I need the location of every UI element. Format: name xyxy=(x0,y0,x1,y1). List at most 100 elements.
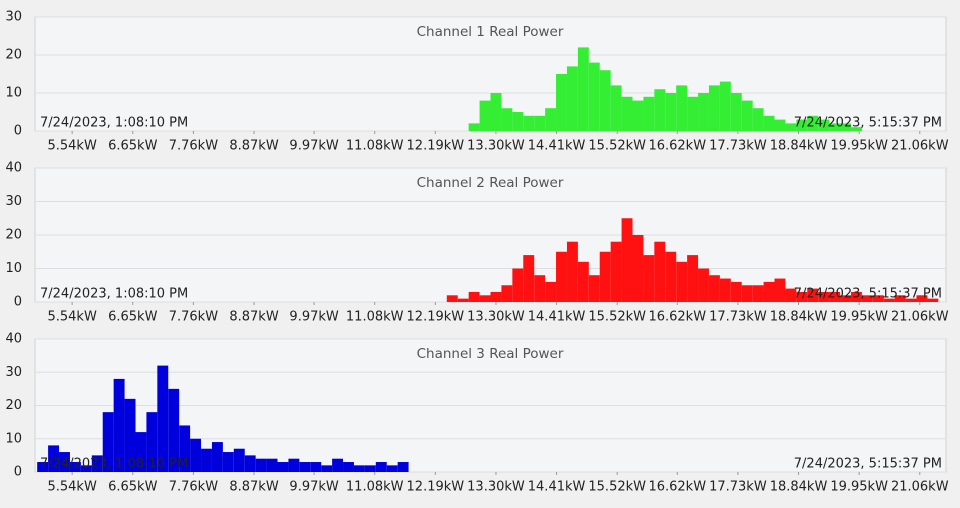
histogram-bar xyxy=(829,291,841,302)
histogram-bar xyxy=(397,462,409,472)
histogram-bar xyxy=(599,70,611,131)
x-tick-label: 7.76kW xyxy=(169,480,218,495)
histogram-bar xyxy=(719,278,731,302)
histogram-bar xyxy=(632,100,644,131)
histogram-bar xyxy=(665,251,677,302)
histogram-bar xyxy=(818,119,830,131)
histogram-bar xyxy=(343,462,354,472)
histogram-bar xyxy=(752,108,764,131)
y-tick-label: 30 xyxy=(5,10,22,25)
histogram-bar xyxy=(222,452,234,472)
x-tick-label: 17.73kW xyxy=(709,310,767,325)
histogram-bar xyxy=(785,288,797,302)
x-tick-label: 5.54kW xyxy=(47,139,96,154)
start-time: 7/24/2023, 1:08:10 PM xyxy=(40,457,188,472)
histogram-bar xyxy=(490,291,502,302)
histogram-bar xyxy=(665,93,677,131)
histogram-bar xyxy=(621,96,633,131)
histogram-bar xyxy=(774,278,786,302)
histogram-bar xyxy=(545,108,557,131)
histogram-bar xyxy=(102,412,114,472)
histogram-bar xyxy=(840,295,851,302)
x-tick-label: 14.41kW xyxy=(528,139,586,154)
x-tick-label: 14.41kW xyxy=(528,480,586,495)
histogram-bar xyxy=(599,251,611,302)
x-tick-label: 15.52kW xyxy=(588,480,646,495)
histogram-bar xyxy=(632,235,644,302)
histogram-bar xyxy=(850,291,862,302)
x-tick-label: 12.19kW xyxy=(407,310,465,325)
histogram-bar xyxy=(523,115,535,131)
histogram-bar xyxy=(69,462,81,472)
histogram-bar xyxy=(872,295,884,302)
histogram-bar xyxy=(135,432,147,472)
x-tick-label: 19.95kW xyxy=(830,310,888,325)
x-tick-label: 11.08kW xyxy=(346,480,404,495)
start-time: 7/24/2023, 1:08:10 PM xyxy=(40,116,188,131)
x-tick-label: 13.30kW xyxy=(467,480,525,495)
x-tick-label: 16.62kW xyxy=(648,310,706,325)
histogram-bar xyxy=(818,291,830,302)
histogram-bar xyxy=(168,388,180,472)
histogram-bar xyxy=(233,448,245,472)
y-tick-label: 30 xyxy=(5,194,22,209)
x-tick-label: 21.06kW xyxy=(891,310,949,325)
histogram-bar xyxy=(375,462,387,472)
x-tick-label: 21.06kW xyxy=(891,480,949,495)
histogram-bar xyxy=(861,295,873,302)
histogram-bar xyxy=(927,298,939,302)
y-tick-label: 40 xyxy=(5,332,22,347)
histogram-bar xyxy=(201,448,212,472)
y-tick-label: 40 xyxy=(5,161,22,176)
x-tick-label: 9.97kW xyxy=(289,480,338,495)
histogram-bar xyxy=(512,112,524,131)
histogram-bar xyxy=(457,298,469,302)
histogram-bar xyxy=(277,462,289,472)
histogram-bar xyxy=(577,47,589,131)
y-tick-label: 0 xyxy=(14,465,22,480)
x-tick-label: 17.73kW xyxy=(709,480,767,495)
histogram-bar xyxy=(468,291,480,302)
histogram-bar xyxy=(501,108,513,131)
x-tick-label: 19.95kW xyxy=(830,480,888,495)
histogram-bar xyxy=(146,412,158,472)
histogram-bar xyxy=(299,462,311,472)
histogram-bar xyxy=(113,378,125,472)
x-tick-label: 18.84kW xyxy=(770,480,828,495)
x-tick-label: 21.06kW xyxy=(891,139,949,154)
x-tick-label: 6.65kW xyxy=(108,480,157,495)
histogram-bar xyxy=(523,255,535,302)
histogram-bar xyxy=(687,96,699,131)
histogram-bar xyxy=(353,465,365,472)
histogram-bar xyxy=(610,241,622,302)
histogram-bar xyxy=(785,123,797,131)
x-tick-label: 7.76kW xyxy=(169,310,218,325)
histogram-bar xyxy=(807,115,819,131)
histogram-bar xyxy=(643,255,655,302)
histogram-bar xyxy=(796,119,808,131)
x-tick-label: 8.87kW xyxy=(229,310,278,325)
histogram-bar xyxy=(490,93,502,131)
x-tick-label: 15.52kW xyxy=(588,310,646,325)
histogram-bar xyxy=(905,298,917,302)
histogram-bar xyxy=(730,93,742,131)
x-tick-label: 6.65kW xyxy=(108,310,157,325)
histogram-bar xyxy=(157,365,169,472)
histogram-bar xyxy=(556,251,567,302)
histogram-bar xyxy=(752,285,764,302)
histogram-bar xyxy=(741,100,753,131)
x-tick-label: 18.84kW xyxy=(770,139,828,154)
histogram-bar xyxy=(59,452,70,472)
histogram-bar xyxy=(883,298,895,302)
histogram-bar xyxy=(80,465,92,472)
x-tick-label: 13.30kW xyxy=(467,310,525,325)
histogram-bar xyxy=(894,295,906,302)
y-tick-label: 30 xyxy=(5,365,22,380)
histogram-bar xyxy=(244,455,256,472)
histogram-bar xyxy=(190,438,202,472)
x-tick-label: 11.08kW xyxy=(346,310,404,325)
y-tick-label: 20 xyxy=(5,48,22,63)
y-tick-label: 10 xyxy=(5,431,22,446)
x-tick-label: 13.30kW xyxy=(467,139,525,154)
